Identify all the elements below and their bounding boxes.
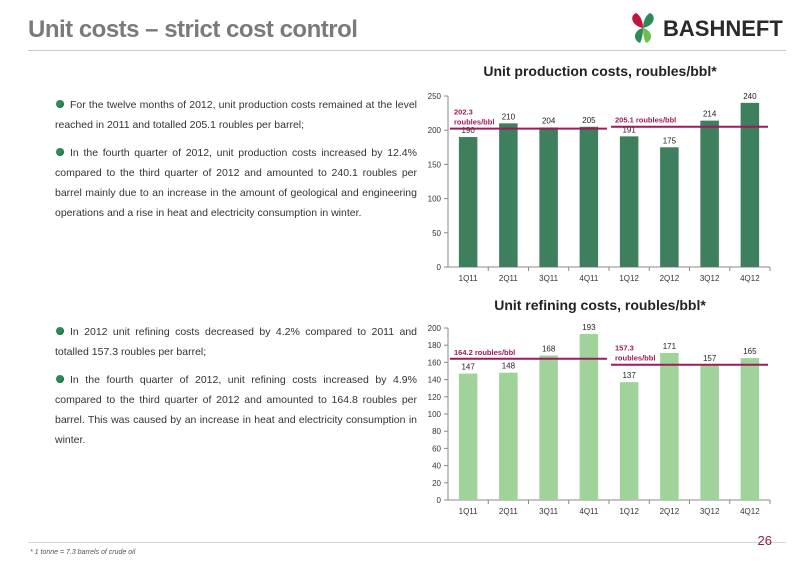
bar-1Q11 <box>458 137 478 267</box>
y-tick-label: 80 <box>432 427 441 436</box>
flower-logo-icon <box>632 13 654 43</box>
average-label: 205.1 roubles/bbl <box>615 116 676 125</box>
y-tick-label: 100 <box>428 410 442 419</box>
y-tick-label: 180 <box>428 341 442 350</box>
average-label: roubles/bbl <box>454 118 494 127</box>
y-tick-label: 140 <box>428 376 442 385</box>
y-tick-label: 40 <box>432 462 441 471</box>
data-label: 190 <box>461 126 475 135</box>
average-label: 164.2 roubles/bbl <box>454 348 515 357</box>
average-label: 202.3 <box>454 108 473 117</box>
data-label: 214 <box>703 110 717 119</box>
slide-title: Unit costs – strict cost control <box>28 16 358 43</box>
bar-2Q11 <box>499 372 518 500</box>
page-number: 26 <box>757 533 772 548</box>
bar-1Q12 <box>619 136 639 267</box>
bullet-dot-icon <box>56 148 64 156</box>
data-label: 147 <box>461 363 475 372</box>
x-tick-label: 4Q12 <box>740 507 760 516</box>
x-tick-label: 4Q11 <box>579 507 599 516</box>
bashneft-logo: BASHNEFT <box>628 12 788 46</box>
footnote: * 1 tonne = 7.3 barrels of crude oil <box>30 549 136 556</box>
bullet-dot-icon <box>56 327 64 335</box>
x-tick-label: 1Q11 <box>459 507 479 516</box>
bar-2Q11 <box>499 123 518 267</box>
y-tick-label: 160 <box>428 358 442 367</box>
footer-divider <box>28 542 786 543</box>
y-tick-label: 250 <box>428 92 442 101</box>
y-tick-label: 120 <box>428 393 442 402</box>
refining-costs-chart: 0 20 40 60 80 100 120 140 160 180 200 147 1Q11 148 2Q1… <box>428 323 771 516</box>
bar-2Q12 <box>660 147 679 267</box>
data-label: 171 <box>663 342 677 351</box>
bar-2Q12 <box>660 352 679 500</box>
data-label: 157 <box>703 354 717 363</box>
data-label: 137 <box>622 371 636 380</box>
x-tick-label: 2Q12 <box>660 274 680 283</box>
bar-1Q12 <box>619 382 639 500</box>
x-tick-label: 3Q12 <box>700 274 720 283</box>
x-tick-label: 1Q12 <box>619 274 639 283</box>
bullet-dot-icon <box>56 375 64 383</box>
x-tick-label: 4Q11 <box>579 274 599 283</box>
bar-4Q12 <box>740 358 760 500</box>
bullet-item: In the fourth quarter of 2012, unit refi… <box>55 374 417 446</box>
bullet-item: In the fourth quarter of 2012, unit prod… <box>55 147 417 219</box>
x-tick-label: 1Q11 <box>459 274 479 283</box>
x-tick-label: 3Q11 <box>539 274 559 283</box>
y-tick-label: 60 <box>432 444 441 453</box>
data-label: 240 <box>743 92 757 101</box>
bar-1Q11 <box>458 373 478 500</box>
y-tick-label: 200 <box>428 126 442 135</box>
y-tick-label: 50 <box>432 229 441 238</box>
data-label: 175 <box>663 136 677 145</box>
data-label: 205 <box>582 116 596 125</box>
data-label: 210 <box>502 112 516 121</box>
average-label: roubles/bbl <box>615 354 655 363</box>
data-label: 168 <box>542 345 556 354</box>
x-tick-label: 3Q12 <box>700 507 720 516</box>
x-tick-label: 3Q11 <box>539 507 559 516</box>
data-label: 204 <box>542 116 556 125</box>
y-tick-label: 0 <box>437 496 442 505</box>
production-chart-title: Unit production costs, roubles/bbl* <box>483 63 717 79</box>
logo-text: BASHNEFT <box>663 16 783 41</box>
title-divider <box>28 50 786 51</box>
production-costs-chart: 0 50 100 150 200 250 190 1Q11 210 2Q11 204 3Q11 205 4… <box>428 92 771 283</box>
bar-3Q12 <box>700 364 719 500</box>
bar-4Q11 <box>579 334 599 500</box>
data-label: 148 <box>502 362 516 371</box>
y-tick-label: 100 <box>428 195 442 204</box>
bullet-dot-icon <box>56 100 64 108</box>
bar-3Q12 <box>700 120 719 268</box>
average-label: 157.3 <box>615 344 634 353</box>
x-tick-label: 2Q11 <box>499 274 519 283</box>
refining-text-block: In 2012 unit refining costs decreased by… <box>55 322 417 458</box>
bar-4Q12 <box>740 102 760 267</box>
data-label: 193 <box>582 323 596 332</box>
bar-4Q11 <box>579 126 599 267</box>
refining-chart-title: Unit refining costs, roubles/bbl* <box>494 297 706 313</box>
x-tick-label: 1Q12 <box>619 507 639 516</box>
y-tick-label: 0 <box>437 263 442 272</box>
bullet-item: For the twelve months of 2012, unit prod… <box>55 99 417 131</box>
data-label: 165 <box>743 347 757 356</box>
bar-3Q11 <box>539 355 558 500</box>
bullet-item: In 2012 unit refining costs decreased by… <box>55 326 417 358</box>
data-label: 191 <box>622 125 636 134</box>
y-tick-label: 150 <box>428 160 442 169</box>
x-tick-label: 2Q12 <box>660 507 680 516</box>
bar-3Q11 <box>539 127 558 267</box>
production-text-block: For the twelve months of 2012, unit prod… <box>55 95 417 231</box>
x-tick-label: 2Q11 <box>499 507 519 516</box>
y-tick-label: 20 <box>432 479 441 488</box>
x-tick-label: 4Q12 <box>740 274 760 283</box>
y-tick-label: 200 <box>428 324 442 333</box>
